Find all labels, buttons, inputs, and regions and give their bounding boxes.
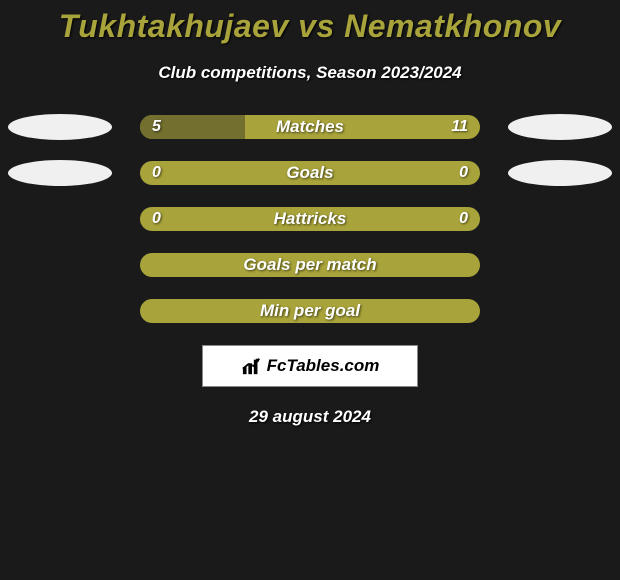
stat-label: Min per goal — [140, 301, 480, 321]
stat-row: 511Matches — [0, 115, 620, 139]
player-left-ellipse — [8, 114, 112, 140]
stat-bar: 00Hattricks — [140, 207, 480, 231]
player-right-ellipse — [508, 114, 612, 140]
date-label: 29 august 2024 — [0, 407, 620, 427]
stat-bar: Min per goal — [140, 299, 480, 323]
stat-rows: 511Matches 00Goals 00Hattricks Goals per ma… — [0, 115, 620, 323]
stat-row: 00Hattricks — [0, 207, 620, 231]
logo-chart-icon — [241, 356, 263, 376]
logo: FcTables.com — [241, 356, 380, 376]
player-left-ellipse — [8, 160, 112, 186]
stat-row: Min per goal — [0, 299, 620, 323]
stat-row: 00Goals — [0, 161, 620, 185]
stat-row: Goals per match — [0, 253, 620, 277]
page-title: Tukhtakhujaev vs Nematkhonov — [0, 0, 620, 45]
logo-box[interactable]: FcTables.com — [202, 345, 418, 387]
logo-text: FcTables.com — [267, 356, 380, 376]
stat-label: Hattricks — [140, 209, 480, 229]
stat-label: Matches — [140, 117, 480, 137]
stat-bar: 511Matches — [140, 115, 480, 139]
stat-label: Goals per match — [140, 255, 480, 275]
stat-label: Goals — [140, 163, 480, 183]
page-subtitle: Club competitions, Season 2023/2024 — [0, 63, 620, 83]
stat-bar: Goals per match — [140, 253, 480, 277]
stat-bar: 00Goals — [140, 161, 480, 185]
player-right-ellipse — [508, 160, 612, 186]
